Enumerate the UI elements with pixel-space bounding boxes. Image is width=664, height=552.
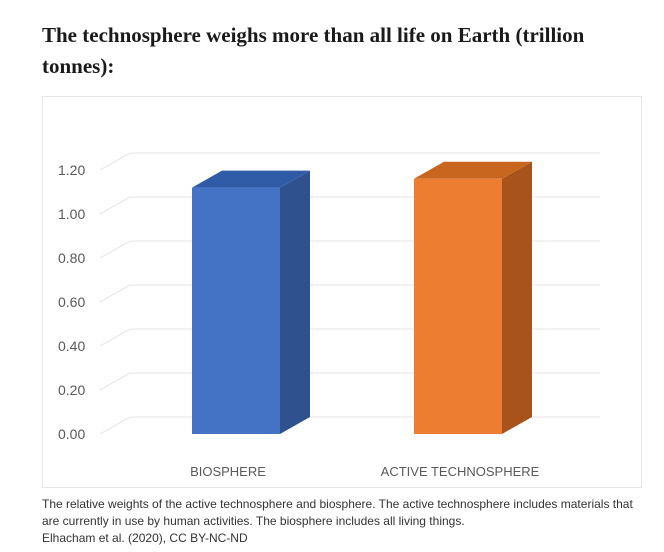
bar-side (280, 170, 310, 434)
gridline-depth (99, 372, 131, 391)
chart-area (42, 96, 642, 488)
x-tick-label: BIOSPHERE (190, 464, 266, 479)
bar (414, 178, 502, 434)
figure-credit: Elhacham et al. (2020), CC BY-NC-ND (42, 531, 248, 545)
y-tick-label: 0.60 (58, 294, 85, 310)
y-tick-label: 0.20 (58, 382, 85, 398)
bar-side (502, 161, 532, 435)
bar-top (192, 170, 310, 188)
y-tick-label: 0.80 (58, 250, 85, 266)
bar-top (414, 161, 532, 179)
y-tick-label: 0.40 (58, 338, 85, 354)
gridline-depth (99, 196, 131, 215)
figure-caption: The relative weights of the active techn… (42, 497, 633, 528)
gridline-depth (99, 284, 131, 303)
y-tick-label: 0.00 (58, 426, 85, 442)
x-tick-label: ACTIVE TECHNOSPHERE (381, 464, 540, 479)
gridline-depth (99, 240, 131, 259)
gridline-depth (99, 416, 131, 435)
gridline-depth (99, 152, 131, 171)
y-tick-label: 1.00 (58, 206, 85, 222)
y-tick-label: 1.20 (58, 162, 85, 178)
gridline-depth (99, 328, 131, 347)
chart-title: The technosphere weighs more than all li… (42, 23, 585, 78)
bar (192, 187, 280, 434)
